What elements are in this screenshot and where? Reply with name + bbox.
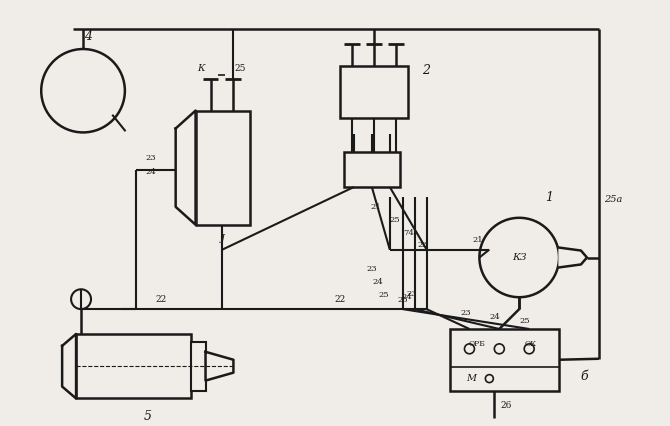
Bar xyxy=(190,342,206,391)
Text: 25а: 25а xyxy=(604,196,622,204)
Circle shape xyxy=(42,49,125,132)
Text: 22: 22 xyxy=(334,295,346,304)
Text: 23: 23 xyxy=(407,290,417,298)
Text: 25: 25 xyxy=(234,64,246,73)
Text: 24: 24 xyxy=(145,168,156,176)
Text: 25: 25 xyxy=(520,317,531,325)
Text: 23: 23 xyxy=(366,265,377,273)
Text: 24: 24 xyxy=(490,313,500,321)
Text: 24: 24 xyxy=(401,293,412,301)
Text: 5: 5 xyxy=(144,410,152,423)
Text: 21: 21 xyxy=(472,236,482,244)
Text: 21: 21 xyxy=(371,203,381,211)
Bar xyxy=(76,334,190,398)
Circle shape xyxy=(71,289,91,309)
Text: К: К xyxy=(197,64,204,73)
Circle shape xyxy=(464,344,474,354)
Text: 26: 26 xyxy=(500,401,512,410)
Text: 22: 22 xyxy=(155,295,166,304)
Text: J: J xyxy=(220,234,224,243)
Text: 74: 74 xyxy=(403,229,414,237)
Text: 4: 4 xyxy=(84,30,92,43)
Polygon shape xyxy=(62,334,76,398)
Text: М: М xyxy=(466,374,476,383)
Polygon shape xyxy=(206,352,233,380)
Polygon shape xyxy=(559,248,587,268)
Circle shape xyxy=(494,344,505,354)
Text: 23: 23 xyxy=(460,309,471,317)
Text: 1: 1 xyxy=(545,191,553,204)
Text: ОК: ОК xyxy=(525,340,537,348)
Bar xyxy=(344,152,400,187)
Text: 2: 2 xyxy=(421,64,429,78)
Bar xyxy=(340,66,408,118)
Text: 25: 25 xyxy=(389,216,400,224)
Bar xyxy=(450,329,559,391)
Text: 25: 25 xyxy=(379,291,389,299)
Text: б: б xyxy=(580,370,588,383)
Text: К3: К3 xyxy=(512,253,527,262)
Circle shape xyxy=(480,218,559,297)
Text: ОРБ: ОРБ xyxy=(469,340,486,348)
Polygon shape xyxy=(176,111,196,225)
Text: 25: 25 xyxy=(397,296,408,304)
Text: 24: 24 xyxy=(373,278,383,286)
Circle shape xyxy=(524,344,534,354)
Text: 23: 23 xyxy=(417,241,428,249)
Bar xyxy=(196,111,251,225)
Text: 23: 23 xyxy=(145,154,156,162)
Circle shape xyxy=(485,374,493,383)
